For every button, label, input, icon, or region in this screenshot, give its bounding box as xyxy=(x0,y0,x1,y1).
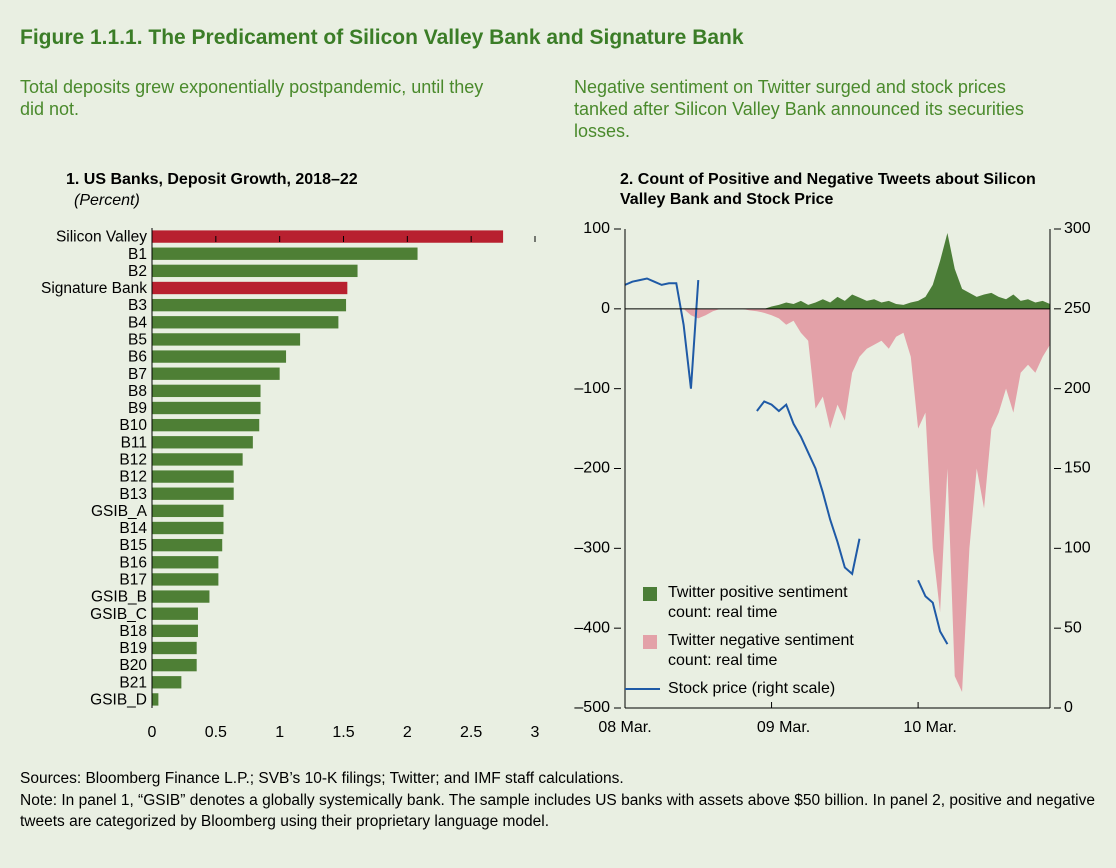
area xyxy=(625,308,1050,693)
y-tick-label: –300 xyxy=(574,540,610,557)
panel-caption: Total deposits grew exponentially postpa… xyxy=(20,77,484,119)
bar xyxy=(152,384,261,398)
bar xyxy=(152,470,234,483)
bar xyxy=(152,316,339,329)
x-tick-label: 0.5 xyxy=(205,724,227,741)
y-tick-label: B1 xyxy=(128,246,147,263)
y2-tick-label: 250 xyxy=(1064,300,1091,317)
x-tick-label: 1 xyxy=(275,724,284,741)
y-tick-label: B18 xyxy=(119,623,147,640)
x-tick-label: 2 xyxy=(403,724,412,741)
figure-title: Figure 1.1.1. The Predicament of Silicon… xyxy=(20,26,744,49)
bar xyxy=(152,624,198,638)
bar xyxy=(152,538,223,552)
y-tick-label: Silicon Valley xyxy=(56,229,147,246)
y-tick-label: B2 xyxy=(128,263,147,280)
bar xyxy=(152,590,210,603)
y-tick-label: GSIB_D xyxy=(90,692,147,709)
y-tick-label: –200 xyxy=(574,460,610,477)
bar xyxy=(152,641,197,655)
bar xyxy=(152,658,197,672)
y-tick-label: –400 xyxy=(574,619,610,636)
bar xyxy=(152,401,261,415)
y-tick-label: B5 xyxy=(128,332,147,349)
legend-label: Twitter negative sentiment count: real t… xyxy=(668,632,854,669)
y2-tick-label: 300 xyxy=(1064,220,1091,237)
y-tick-label: –500 xyxy=(574,699,610,716)
x-tick-label: 09 Mar. xyxy=(757,719,810,736)
y2-tick-label: 0 xyxy=(1064,699,1073,716)
y-tick-label: B15 xyxy=(119,537,147,554)
panel-title: 1. US Banks, Deposit Growth, 2018–22 xyxy=(66,171,358,188)
bar xyxy=(152,521,224,535)
bar xyxy=(152,333,301,346)
line xyxy=(624,277,949,645)
panel-caption: Negative sentiment on Twitter surged and… xyxy=(574,77,1024,141)
y-tick-label: B17 xyxy=(119,572,147,589)
bar xyxy=(152,367,280,380)
bar xyxy=(152,281,348,295)
bar xyxy=(152,298,347,312)
y-tick-label: B3 xyxy=(128,297,147,314)
bar xyxy=(152,573,219,586)
x-tick-label: 1.5 xyxy=(332,724,354,741)
y-tick-label: GSIB_A xyxy=(91,503,148,520)
y-tick-label: GSIB_B xyxy=(91,589,147,606)
y-tick-label: B8 xyxy=(128,383,147,400)
y-tick-label: B20 xyxy=(119,657,147,674)
y2-tick-label: 200 xyxy=(1064,380,1091,397)
y2-tick-label: 50 xyxy=(1064,619,1082,636)
y-tick-label: 100 xyxy=(583,220,610,237)
y-tick-label: B12 xyxy=(119,469,147,486)
bar xyxy=(152,247,418,260)
y-tick-label: B6 xyxy=(128,349,147,366)
x-tick-label: 08 Mar. xyxy=(598,719,651,736)
y-tick-label: B19 xyxy=(119,640,147,657)
y-tick-label: B9 xyxy=(128,400,147,417)
legend-label: Twitter positive sentiment count: real t… xyxy=(668,584,848,621)
y-tick-label: B21 xyxy=(119,674,147,691)
bar xyxy=(152,436,253,449)
bar xyxy=(152,487,234,500)
bar xyxy=(152,230,504,243)
legend-label: Stock price (right scale) xyxy=(668,680,836,697)
sources: Sources: Bloomberg Finance L.P.; SVB’s 1… xyxy=(20,770,624,787)
y-tick-label: B4 xyxy=(128,314,147,331)
area xyxy=(625,232,1050,309)
x-tick-label: 3 xyxy=(531,724,540,741)
bar xyxy=(152,676,182,689)
y-tick-label: B16 xyxy=(119,554,147,571)
bar xyxy=(152,504,224,518)
y-tick-label: B11 xyxy=(121,434,147,451)
bar xyxy=(152,264,358,278)
bar xyxy=(152,556,219,569)
legend-swatch xyxy=(643,587,657,601)
bar xyxy=(152,453,243,466)
x-tick-label: 10 Mar. xyxy=(903,719,956,736)
note: Note: In panel 1, “GSIB” denotes a globa… xyxy=(20,792,1095,830)
y-tick-label: B10 xyxy=(119,417,147,434)
x-tick-label: 2.5 xyxy=(460,724,482,741)
bar xyxy=(152,350,287,363)
y2-tick-label: 150 xyxy=(1064,460,1091,477)
y-tick-label: –100 xyxy=(574,380,610,397)
panel-subtitle: (Percent) xyxy=(74,192,140,209)
x-tick-label: 0 xyxy=(148,724,157,741)
y-tick-label: Signature Bank xyxy=(41,280,147,297)
y2-tick-label: 100 xyxy=(1064,540,1091,557)
y-tick-label: 0 xyxy=(601,300,610,317)
bar xyxy=(152,418,260,432)
y-tick-label: B12 xyxy=(119,452,147,469)
y-tick-label: B13 xyxy=(119,486,147,503)
y-tick-label: B7 xyxy=(128,366,147,383)
bar xyxy=(152,693,159,706)
bar xyxy=(152,607,198,620)
y-tick-label: B14 xyxy=(119,520,147,537)
panel-title: 2. Count of Positive and Negative Tweets… xyxy=(620,171,1036,208)
y-tick-label: GSIB_C xyxy=(90,606,147,623)
legend-swatch xyxy=(643,635,657,649)
